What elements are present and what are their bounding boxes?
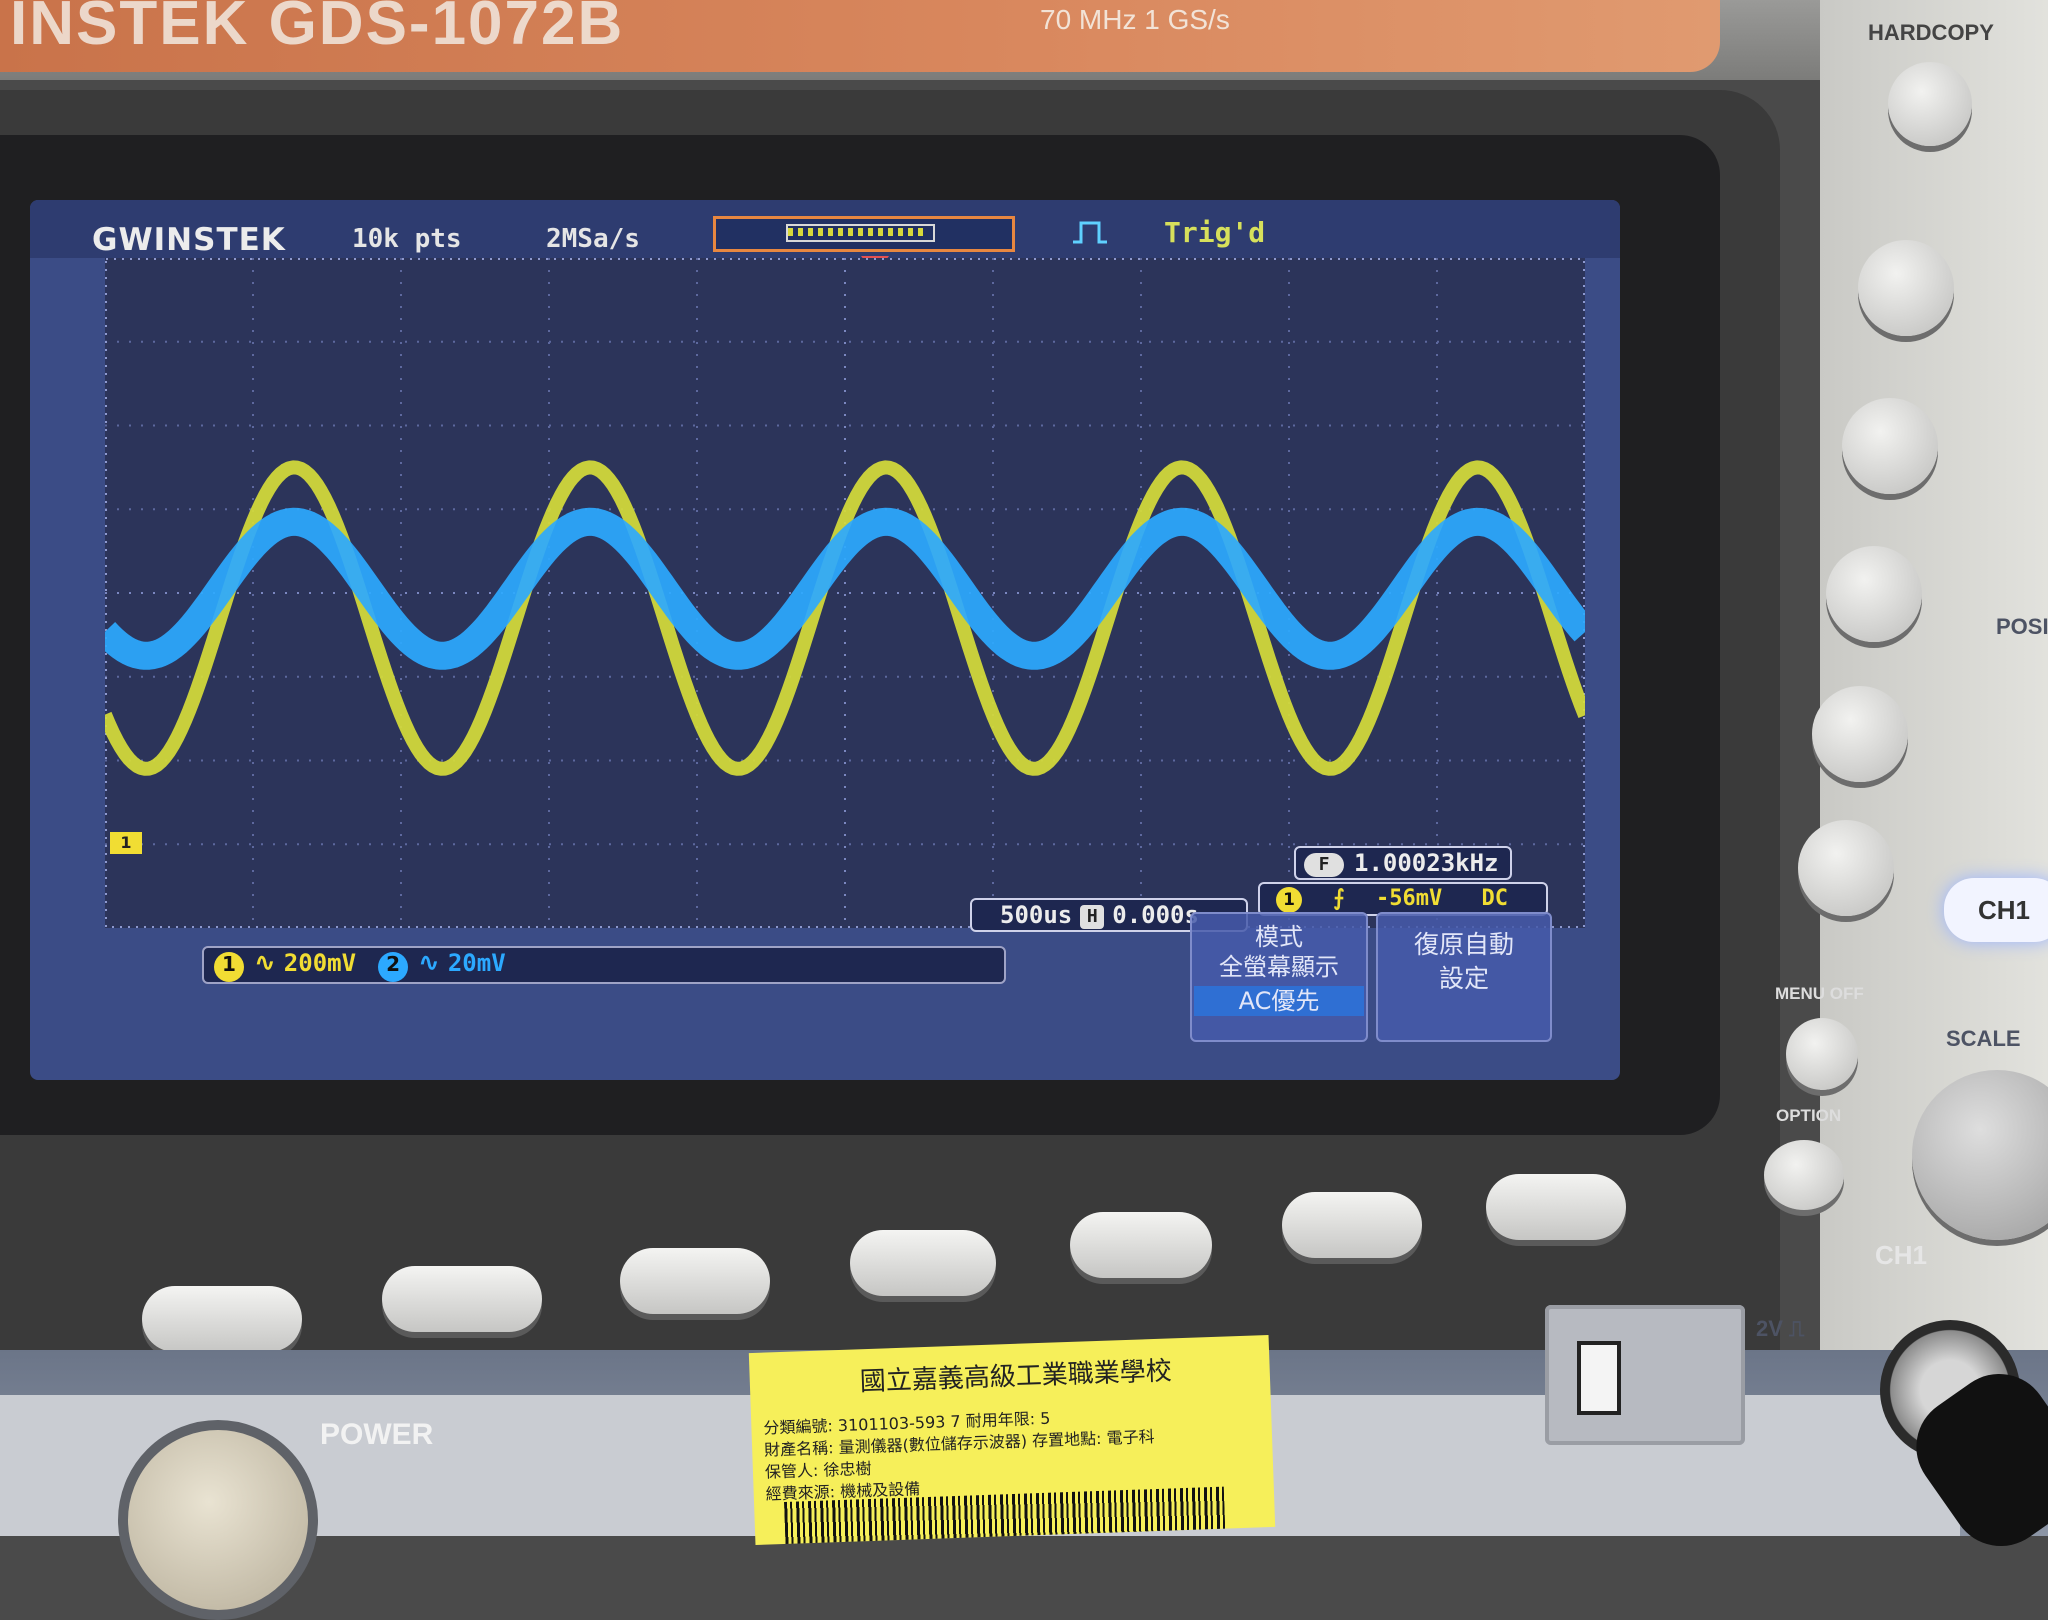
memory-window	[786, 224, 935, 242]
ch1-section-label: CH1	[1875, 1240, 1928, 1270]
menu-mode-selected: AC優先	[1194, 986, 1364, 1016]
sample-rate: 2MSa/s	[546, 224, 640, 254]
menu-off-label: MENU OFF	[1775, 984, 1864, 1003]
ch1-number: 1	[214, 952, 244, 982]
ch2-coupling-icon: ∿	[418, 948, 440, 978]
bottom-softkey-6[interactable]	[1282, 1192, 1422, 1258]
timebase-position: 0.000s	[1112, 901, 1199, 929]
ch1-button[interactable]: CH1	[1944, 878, 2048, 942]
power-button[interactable]	[118, 1420, 318, 1620]
bottom-softkey-5[interactable]	[1070, 1212, 1212, 1278]
graticule	[105, 258, 1585, 928]
channel-info-bar: 1 ∿ 200mV 2 ∿ 20mV	[202, 946, 1006, 984]
ch2-number: 2	[378, 952, 409, 982]
status-bar: GWINSTEK 10k pts 2MSa/s Trig'd	[30, 200, 1620, 258]
bottom-softkey-1[interactable]	[142, 1286, 302, 1352]
hardcopy-button[interactable]	[1888, 62, 1972, 146]
ch2-scale: 20mV	[447, 949, 506, 977]
bottom-softkey-3[interactable]	[620, 1248, 770, 1314]
usb-panel	[1545, 1305, 1745, 1445]
option-label: OPTION	[1776, 1106, 1842, 1125]
ch1-coupling-icon: ∿	[254, 948, 276, 978]
graticule-border	[105, 258, 1585, 928]
ch1-ground-marker: 1	[110, 832, 142, 854]
asset-tag: 國立嘉義高級工業職業學校 分類編號: 3101103-593 7 耐用年限: 5…	[748, 1334, 1276, 1546]
memory-bar	[713, 216, 1015, 252]
trigger-readout: 1 ⨍ -56mV DC	[1258, 882, 1548, 916]
side-softkey-2[interactable]	[1842, 398, 1938, 494]
menu-mode-title: 模式	[1255, 923, 1303, 951]
side-softkey-3[interactable]	[1826, 546, 1922, 642]
frequency-badge: F	[1304, 853, 1344, 877]
trigger-level: -56mV	[1375, 886, 1443, 911]
scale-knob[interactable]	[1912, 1070, 2048, 1240]
timebase-scale: 500us	[1000, 901, 1073, 929]
side-softkey-5[interactable]	[1798, 820, 1894, 916]
side-softkey-4[interactable]	[1812, 686, 1908, 782]
frequency-readout: F 1.00023kHz	[1294, 846, 1512, 880]
frequency-value: 1.00023kHz	[1354, 849, 1499, 877]
menu-mode-option: 全螢幕顯示	[1219, 953, 1339, 981]
side-softkey-1[interactable]	[1858, 240, 1954, 336]
horizontal-badge: H	[1080, 905, 1105, 929]
trigger-pulse-icon	[1073, 221, 1107, 244]
memory-wave-icon	[788, 228, 928, 236]
power-label: POWER	[320, 1418, 434, 1451]
option-button[interactable]	[1764, 1140, 1844, 1210]
ch1-scale: 200mV	[283, 949, 357, 977]
usb-port[interactable]	[1577, 1341, 1621, 1415]
gwinstek-logo: GWINSTEK	[92, 222, 286, 258]
menu-reset-autoset[interactable]: 復原自動 設定	[1376, 912, 1552, 1042]
bottom-softkey-4[interactable]	[850, 1230, 996, 1296]
trigger-coupling: DC	[1481, 886, 1508, 911]
record-length: 10k pts	[352, 224, 462, 254]
waveform-plot	[105, 258, 1585, 928]
bottom-softkey-2[interactable]	[382, 1266, 542, 1332]
trigger-status: Trig'd	[1164, 216, 1266, 249]
probe-comp-label: 2V ⎍	[1756, 1316, 1805, 1341]
position-label: POSI	[1996, 614, 2048, 639]
menu-mode[interactable]: 模式 全螢幕顯示 AC優先	[1190, 912, 1368, 1042]
menu-reset-line1: 復原自動	[1413, 930, 1514, 959]
bottom-softkey-7[interactable]	[1486, 1174, 1626, 1240]
menu-off-button[interactable]	[1786, 1018, 1858, 1090]
brand-model: INSTEK GDS-1072B	[10, 0, 625, 58]
brand-spec: 70 MHz 1 GS/s	[1040, 4, 1230, 35]
oscilloscope-screen: GWINSTEK 10k pts 2MSa/s Trig'd 1 F 1.0002…	[30, 200, 1620, 1080]
scale-label: SCALE	[1946, 1026, 2021, 1051]
trigger-source: 1	[1276, 887, 1302, 913]
trigger-slope-icon: ⨍	[1333, 886, 1345, 911]
menu-reset-line2: 設定	[1438, 964, 1489, 993]
brand-plate: INSTEK GDS-1072B 70 MHz 1 GS/s	[0, 0, 1720, 72]
hardcopy-label: HARDCOPY	[1868, 20, 1994, 45]
asset-tag-title: 國立嘉義高級工業職業學校	[859, 1356, 1173, 1398]
waveform-ch2	[105, 507, 1585, 670]
